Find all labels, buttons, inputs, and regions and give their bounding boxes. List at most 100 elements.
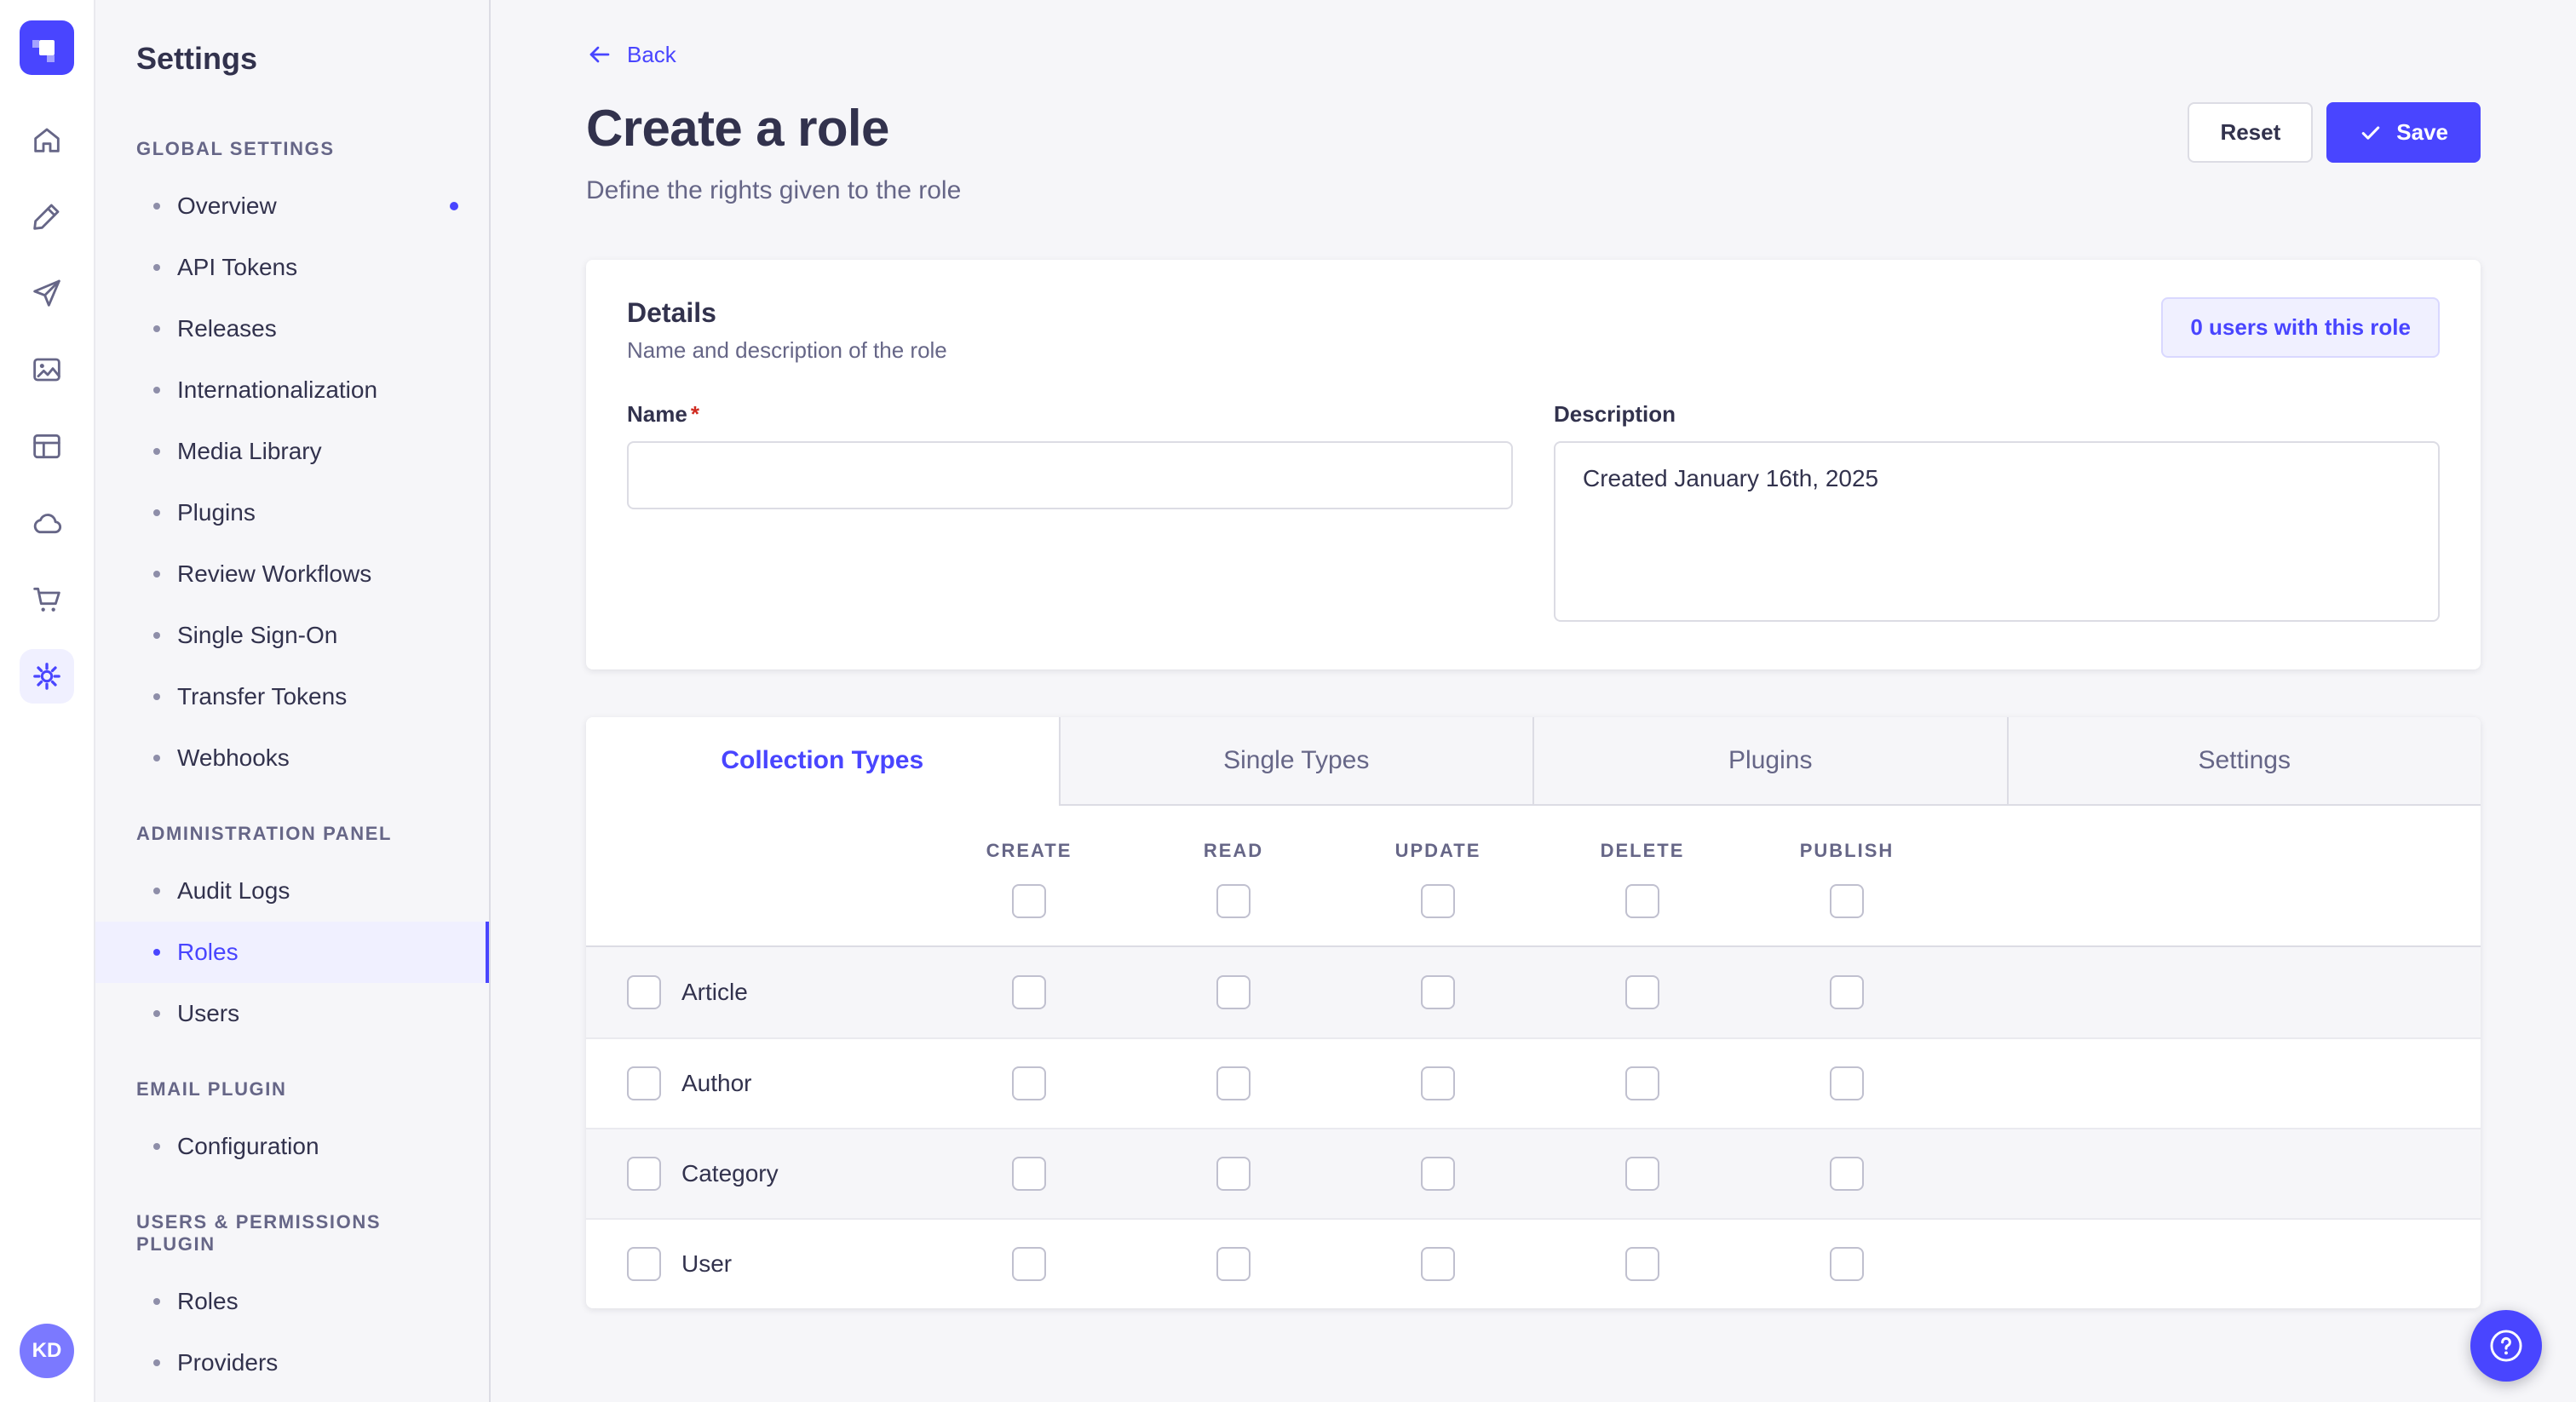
settings-nav-item-transfer-tokens[interactable]: Transfer Tokens <box>95 666 489 727</box>
tab-single-types[interactable]: Single Types <box>1058 717 1532 806</box>
article-update-checkbox[interactable] <box>1421 975 1455 1009</box>
category-delete-checkbox[interactable] <box>1625 1157 1659 1191</box>
main-nav-rail: KD <box>0 0 95 1402</box>
article-row-checkbox[interactable] <box>627 975 661 1009</box>
rail-item-home[interactable] <box>20 112 74 167</box>
column-header-update: UPDATE <box>1394 840 1481 861</box>
author-publish-checkbox[interactable] <box>1830 1066 1864 1100</box>
user-create-checkbox[interactable] <box>1012 1247 1046 1281</box>
user-read-checkbox[interactable] <box>1216 1247 1251 1281</box>
rail-item-marketplace[interactable] <box>20 572 74 627</box>
column-header-create: CREATE <box>986 840 1072 861</box>
rail-item-content-manager[interactable] <box>20 419 74 474</box>
user-avatar[interactable]: KD <box>20 1324 74 1378</box>
settings-nav-item-review-workflows[interactable]: Review Workflows <box>95 543 489 605</box>
select-all-create-checkbox[interactable] <box>1012 884 1046 918</box>
category-update-checkbox[interactable] <box>1421 1157 1455 1191</box>
bullet-dot <box>153 264 160 271</box>
settings-nav-section-heading: GLOBAL SETTINGS <box>136 138 335 159</box>
page-title: Create a role <box>586 100 889 157</box>
rail-item-releases[interactable] <box>20 266 74 320</box>
permissions-column-headers: CREATE READ UPDATE DELETE PUBLISH <box>586 806 2481 862</box>
tab-plugins[interactable]: Plugins <box>1532 717 2007 806</box>
rail-item-cloud[interactable] <box>20 496 74 550</box>
select-all-read-checkbox[interactable] <box>1216 884 1251 918</box>
author-read-checkbox[interactable] <box>1216 1066 1251 1100</box>
author-update-checkbox[interactable] <box>1421 1066 1455 1100</box>
tab-collection-types[interactable]: Collection Types <box>586 717 1059 806</box>
settings-nav-item-roles[interactable]: Roles <box>95 1271 489 1332</box>
bullet-dot <box>153 888 160 894</box>
article-delete-checkbox[interactable] <box>1625 975 1659 1009</box>
users-with-role-button[interactable]: 0 users with this role <box>2161 297 2440 358</box>
settings-nav-item-configuration[interactable]: Configuration <box>95 1116 489 1177</box>
checkbox-cell <box>1336 975 1540 1009</box>
description-textarea[interactable]: Created January 16th, 2025 <box>1554 441 2440 622</box>
rail-item-content-type-builder[interactable] <box>20 189 74 244</box>
author-delete-checkbox[interactable] <box>1625 1066 1659 1100</box>
settings-nav-item-audit-logs[interactable]: Audit Logs <box>95 860 489 922</box>
settings-nav-item-single-sign-on[interactable]: Single Sign-On <box>95 605 489 666</box>
user-row-checkbox[interactable] <box>627 1247 661 1281</box>
select-all-delete-checkbox[interactable] <box>1625 884 1659 918</box>
settings-nav-item-webhooks[interactable]: Webhooks <box>95 727 489 789</box>
article-publish-checkbox[interactable] <box>1830 975 1864 1009</box>
user-delete-checkbox[interactable] <box>1625 1247 1659 1281</box>
marketplace-icon <box>30 583 64 617</box>
select-all-update-checkbox[interactable] <box>1421 884 1455 918</box>
back-link[interactable]: Back <box>586 41 676 68</box>
settings-nav-item-roles[interactable]: Roles <box>95 922 489 983</box>
bullet-dot <box>153 632 160 639</box>
settings-nav-sections: GLOBAL SETTINGS Overview API Tokens Release… <box>95 104 489 1393</box>
permissions-card: Collection Types Single Types Plugins Setti… <box>586 717 2481 1308</box>
bullet-dot <box>153 203 160 210</box>
rail-item-media-library[interactable] <box>20 342 74 397</box>
settings-nav-item-plugins[interactable]: Plugins <box>95 482 489 543</box>
strapi-logo[interactable] <box>20 20 74 75</box>
check-icon <box>2359 121 2383 145</box>
category-publish-checkbox[interactable] <box>1830 1157 1864 1191</box>
tab-settings[interactable]: Settings <box>2006 717 2481 806</box>
settings-nav-item-providers[interactable]: Providers <box>95 1332 489 1393</box>
settings-nav-item-api-tokens[interactable]: API Tokens <box>95 237 489 298</box>
category-read-checkbox[interactable] <box>1216 1157 1251 1191</box>
category-row-checkbox[interactable] <box>627 1157 661 1191</box>
article-read-checkbox[interactable] <box>1216 975 1251 1009</box>
nav-item-label: Users <box>177 1000 240 1026</box>
checkbox-cell <box>927 1157 1131 1191</box>
nav-item-label: Audit Logs <box>177 877 290 904</box>
settings-nav-item-media-library[interactable]: Media Library <box>95 421 489 482</box>
select-all-publish-checkbox[interactable] <box>1830 884 1864 918</box>
rail-item-settings[interactable] <box>20 649 74 704</box>
bullet-dot <box>153 1298 160 1305</box>
reset-button[interactable]: Reset <box>2188 102 2314 163</box>
checkbox-cell <box>927 884 1131 918</box>
settings-nav-section-heading: EMAIL PLUGIN <box>136 1078 287 1100</box>
name-input[interactable] <box>627 441 1513 509</box>
settings-nav-item-overview[interactable]: Overview <box>95 175 489 237</box>
article-create-checkbox[interactable] <box>1012 975 1046 1009</box>
checkbox-cell <box>1745 1157 1949 1191</box>
settings-nav-item-releases[interactable]: Releases <box>95 298 489 359</box>
settings-nav-item-users[interactable]: Users <box>95 983 489 1044</box>
description-field: Description Created January 16th, 2025 <box>1554 401 2440 629</box>
author-create-checkbox[interactable] <box>1012 1066 1046 1100</box>
author-row-checkbox[interactable] <box>627 1066 661 1100</box>
bullet-dot <box>153 448 160 455</box>
row-name-cell: Category <box>586 1157 927 1191</box>
nav-item-label: Transfer Tokens <box>177 683 348 710</box>
save-button-label: Save <box>2396 119 2448 145</box>
permission-row-article: Article <box>586 947 2481 1037</box>
checkbox-cell <box>1336 884 1540 918</box>
user-publish-checkbox[interactable] <box>1830 1247 1864 1281</box>
help-button[interactable] <box>2470 1310 2542 1382</box>
user-update-checkbox[interactable] <box>1421 1247 1455 1281</box>
save-button[interactable]: Save <box>2326 102 2481 163</box>
cloud-icon <box>30 506 64 540</box>
category-create-checkbox[interactable] <box>1012 1157 1046 1191</box>
settings-nav-item-internationalization[interactable]: Internationalization <box>95 359 489 421</box>
nav-item-label: Plugins <box>177 499 256 526</box>
checkbox-cell <box>1540 884 1745 918</box>
checkbox-cell <box>1131 975 1336 1009</box>
